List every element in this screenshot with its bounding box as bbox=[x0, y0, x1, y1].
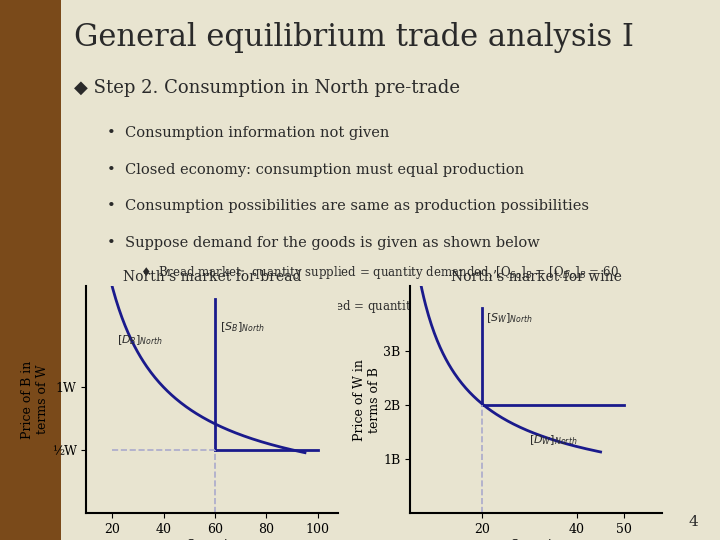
Title: North’s market for wine: North’s market for wine bbox=[451, 269, 622, 284]
Text: $[S_B]_{North}$: $[S_B]_{North}$ bbox=[220, 320, 265, 334]
Text: •  Closed economy: consumption must equal production: • Closed economy: consumption must equal… bbox=[107, 163, 524, 177]
Text: •  Consumption information not given: • Consumption information not given bbox=[107, 126, 390, 140]
Text: $[S_W]_{North}$: $[S_W]_{North}$ bbox=[487, 312, 534, 325]
Text: ◆ Step 2. Consumption in North pre-trade: ◆ Step 2. Consumption in North pre-trade bbox=[74, 79, 460, 97]
Text: $[D_B]_{North}$: $[D_B]_{North}$ bbox=[117, 333, 163, 347]
Text: $[D_W]_{North}$: $[D_W]_{North}$ bbox=[529, 433, 578, 447]
X-axis label: Quantity
of W: Quantity of W bbox=[509, 538, 564, 540]
X-axis label: Quantity
of B: Quantity of B bbox=[185, 538, 240, 540]
Text: 4: 4 bbox=[688, 515, 698, 529]
Y-axis label: Price of B in
terms of W: Price of B in terms of W bbox=[21, 361, 49, 438]
Text: General equilibrium trade analysis I: General equilibrium trade analysis I bbox=[74, 23, 634, 53]
Text: •  Suppose demand for the goods is given as shown below: • Suppose demand for the goods is given … bbox=[107, 236, 540, 250]
Text: •  Consumption possibilities are same as production possibilities: • Consumption possibilities are same as … bbox=[107, 199, 589, 213]
Text: ♦  Bread market:  quantity supplied = quantity demanded, [Q$_{So}$]$_B$ = [Q$_{D: ♦ Bread market: quantity supplied = quan… bbox=[140, 264, 618, 281]
Text: ♦  Wine market:  quantity supplied = quantity demanded, [Q$_{So}$]$_W$ = [Q$_{Do: ♦ Wine market: quantity supplied = quant… bbox=[140, 298, 618, 315]
Title: North’s market for bread: North’s market for bread bbox=[123, 269, 302, 284]
Y-axis label: Price of W in
terms of B: Price of W in terms of B bbox=[353, 359, 381, 441]
